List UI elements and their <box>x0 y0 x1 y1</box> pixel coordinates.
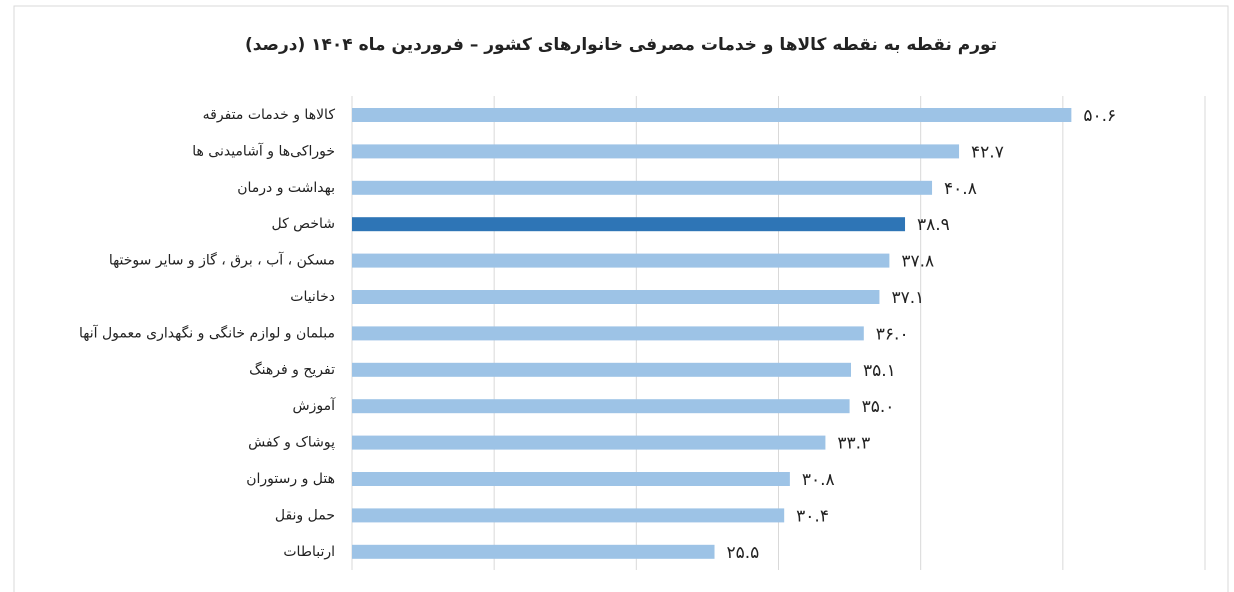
value-label: ۲۵.۵ <box>727 543 760 563</box>
value-label: ۳۶.۰ <box>876 324 909 344</box>
bar <box>352 290 880 304</box>
category-label: کالاها و خدمات متفرقه <box>203 107 336 123</box>
bar <box>352 144 960 159</box>
category-label: مبلمان و لوازم خانگی و نگهداری معمول آنه… <box>79 324 335 341</box>
value-label: ۴۲.۷ <box>971 142 1004 162</box>
bar <box>352 508 785 523</box>
bar <box>352 108 1072 122</box>
value-label: ۳۰.۴ <box>796 506 829 526</box>
value-label: ۳۵.۱ <box>863 361 896 381</box>
value-label: ۳۷.۱ <box>891 288 924 308</box>
value-label: ۴۰.۸ <box>944 179 977 199</box>
bar <box>352 217 906 232</box>
category-label: پوشاک و کفش <box>248 435 335 451</box>
value-label: ۳۰.۸ <box>802 470 835 490</box>
category-label: بهداشت و درمان <box>237 180 335 196</box>
category-label: خوراکی‌ها و آشامیدنی ها <box>192 142 335 159</box>
bar <box>352 326 864 341</box>
bar <box>352 544 715 559</box>
value-label: ۳۸.۹ <box>917 215 950 235</box>
value-label: ۳۷.۸ <box>901 252 934 272</box>
category-label: مسکن ، آب ، برق ، گاز و سایر سوختها <box>109 252 335 269</box>
category-label: ارتباطات <box>283 544 335 560</box>
bar <box>352 399 850 414</box>
category-label: آموزش <box>293 397 337 414</box>
bar <box>352 472 790 486</box>
value-label: ۳۵.۰ <box>862 397 895 417</box>
category-label: حمل ونقل <box>275 507 335 523</box>
category-label: هتل و رستوران <box>246 471 335 487</box>
bar <box>352 435 826 450</box>
category-label: شاخص کل <box>271 216 335 232</box>
bar <box>352 253 890 268</box>
value-label: ۳۳.۳ <box>837 434 870 454</box>
bar <box>352 180 933 195</box>
category-label: تفریح و فرهنگ <box>249 361 335 378</box>
category-label: دخانیات <box>290 289 335 305</box>
chart-title: تورم نقطه به نقطه کالاها و خدمات مصرفی خ… <box>245 35 997 55</box>
value-label: ۵۰.۶ <box>1083 106 1116 126</box>
bar <box>352 362 852 377</box>
